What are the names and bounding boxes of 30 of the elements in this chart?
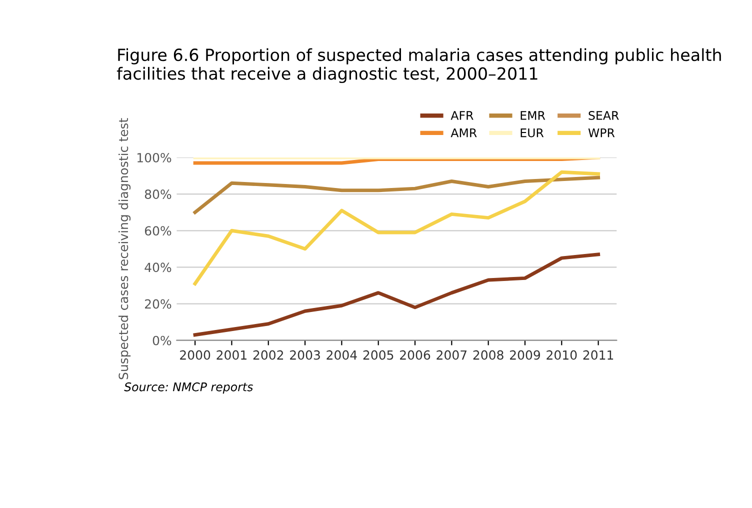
y-tick-label: 60% [144,226,172,236]
legend-label: AMR [450,128,477,138]
x-tick-label: 2007 [436,350,467,360]
legend-label: WPR [588,128,615,138]
y-tick-label: 40% [144,262,172,272]
legend-label: EMR [520,111,546,120]
source-note: Source: NMCP reports [124,382,253,394]
x-tick-label: 2011 [583,350,614,360]
x-tick-label: 2008 [473,350,504,360]
x-tick-label: 2010 [546,350,577,360]
legend-label: EUR [520,128,544,138]
y-tick-label: 20% [144,299,172,309]
x-tick-label: 2002 [253,350,284,360]
legend-label: SEAR [588,110,619,120]
x-tick-label: 2004 [326,350,357,360]
x-tick-label: 2003 [290,350,320,360]
line-series [193,176,600,214]
x-tick-label: 2001 [216,350,246,360]
x-tick-label: 2006 [400,350,430,360]
line-series [193,170,600,286]
line-series [193,252,600,337]
y-tick-label: 80% [144,190,172,199]
x-tick-label: 2000 [180,350,210,360]
x-tick-label: 2005 [363,350,394,360]
y-axis-title: Suspected cases receiving diagnostic test [118,118,131,380]
y-tick-label: 0% [152,336,172,346]
x-tick-label: 2009 [510,350,540,360]
y-tick-label: 100% [137,152,172,162]
legend-label: AFR [450,111,474,120]
chart-title: Figure 6.6 Proportion of suspected malaria cases attending public health facilities that receive a diagnostic test, 2000–2011 [116,48,721,84]
